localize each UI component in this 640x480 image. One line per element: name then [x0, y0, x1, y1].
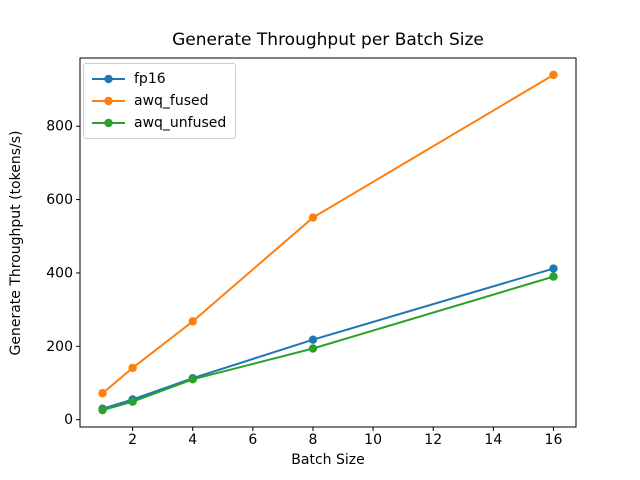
- y-axis-label: Generate Throughput (tokens/s): [8, 130, 24, 356]
- series-marker-awq_unfused: [98, 405, 107, 415]
- legend-line-icon: [92, 96, 125, 106]
- legend-label: awq_unfused: [134, 115, 227, 131]
- x-tick-label: 8: [309, 432, 318, 448]
- y-tick-label: 0: [64, 412, 73, 428]
- axes-spines: [79, 57, 577, 428]
- series-marker-fp16: [549, 264, 558, 273]
- series-marker-awq_unfused: [128, 397, 137, 406]
- series-marker-fp16: [308, 335, 318, 344]
- series-marker-awq_fused: [98, 389, 107, 398]
- series-line-awq_unfused: [102, 275, 554, 412]
- x-tick-label: 4: [188, 432, 197, 448]
- x-tick-label: 6: [248, 432, 257, 448]
- x-axis-label: Batch Size: [291, 452, 365, 468]
- y-tick-label: 800: [46, 119, 73, 135]
- series-marker-awq_fused: [188, 317, 197, 326]
- chart-title: Generate Throughput per Batch Size: [172, 30, 484, 50]
- x-tick-label: 14: [484, 432, 502, 448]
- y-tick-label: 400: [46, 265, 73, 281]
- legend-line-icon: [92, 74, 125, 84]
- legend-label: fp16: [134, 71, 166, 87]
- legend-item-awq_unfused: awq_unfused: [92, 112, 226, 134]
- series-marker-awq_fused: [308, 213, 318, 222]
- legend-label: awq_fused: [134, 93, 209, 109]
- legend-item-fp16: fp16: [92, 68, 226, 90]
- legend: fp16 awq_fused awq_unfused: [83, 63, 237, 139]
- legend-line-icon: [92, 118, 125, 128]
- series-marker-awq_fused: [128, 363, 137, 373]
- series-marker-awq_unfused: [308, 344, 318, 353]
- x-tick-label: 12: [424, 432, 442, 448]
- y-tick-label: 200: [46, 339, 73, 355]
- x-tick-label: 16: [545, 432, 563, 448]
- x-tick-label: 2: [128, 432, 137, 448]
- series-marker-awq_unfused: [549, 272, 558, 281]
- y-tick-label: 600: [46, 192, 73, 208]
- series-marker-awq_unfused: [188, 375, 197, 384]
- series-marker-awq_fused: [549, 70, 558, 80]
- legend-item-awq_fused: awq_fused: [92, 90, 226, 112]
- x-tick-label: 10: [364, 432, 382, 448]
